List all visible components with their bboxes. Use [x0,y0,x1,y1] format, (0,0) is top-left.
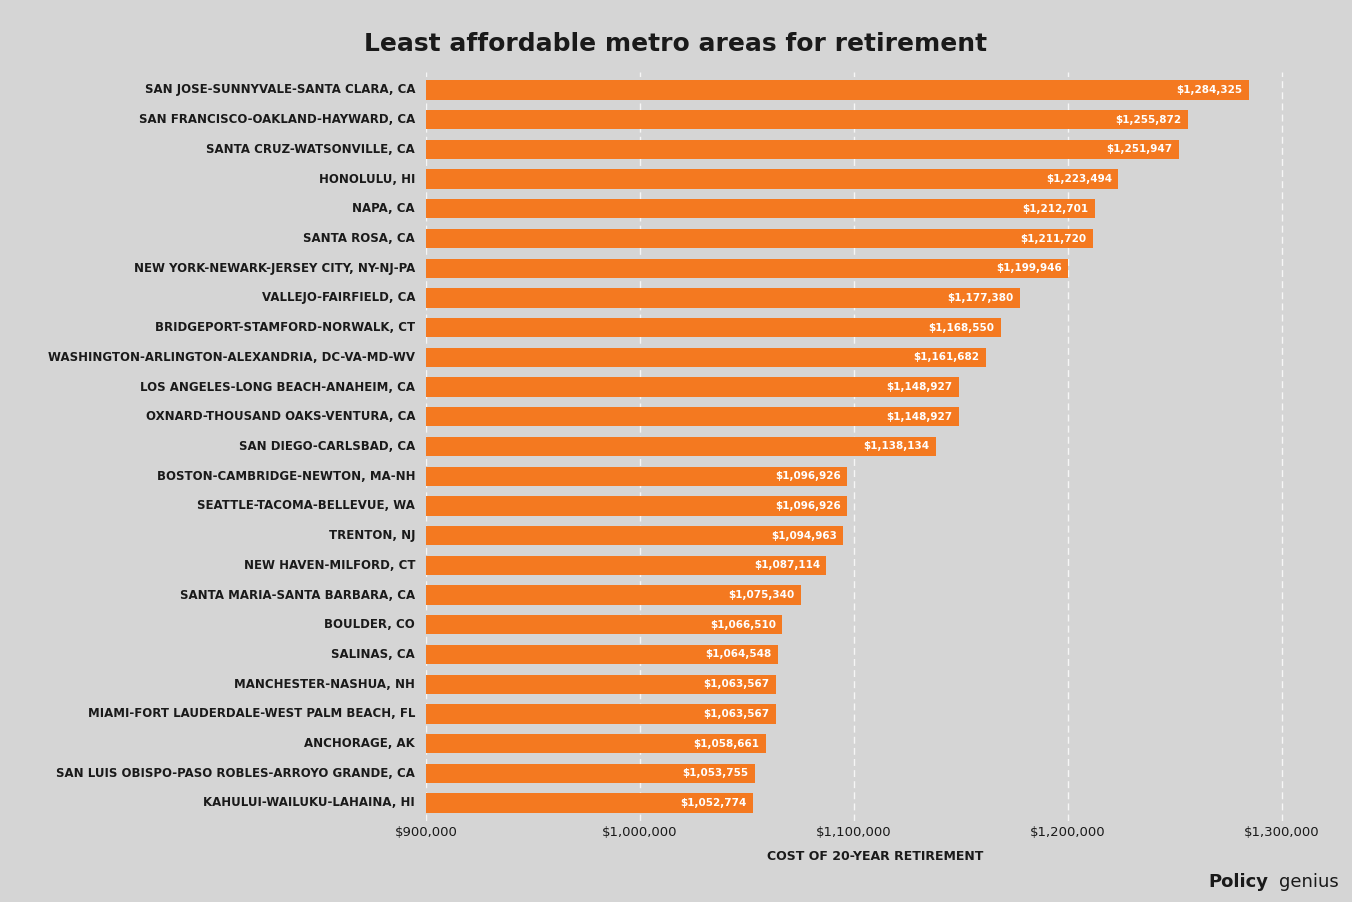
Text: SANTA ROSA, CA: SANTA ROSA, CA [303,232,415,245]
Text: BOSTON-CAMBRIDGE-NEWTON, MA-NH: BOSTON-CAMBRIDGE-NEWTON, MA-NH [157,470,415,483]
Text: $1,161,682: $1,161,682 [914,353,980,363]
Text: NEW HAVEN-MILFORD, CT: NEW HAVEN-MILFORD, CT [243,559,415,572]
Text: HONOLULU, HI: HONOLULU, HI [319,172,415,186]
Text: $1,064,548: $1,064,548 [706,649,772,659]
Bar [426,199,1095,218]
Text: LOS ANGELES-LONG BEACH-ANAHEIM, CA: LOS ANGELES-LONG BEACH-ANAHEIM, CA [141,381,415,393]
Text: SAN LUIS OBISPO-PASO ROBLES-ARROYO GRANDE, CA: SAN LUIS OBISPO-PASO ROBLES-ARROYO GRAND… [57,767,415,780]
Text: SAN JOSE-SUNNYVALE-SANTA CLARA, CA: SAN JOSE-SUNNYVALE-SANTA CLARA, CA [145,84,415,97]
Bar [426,556,826,575]
Bar [426,734,765,753]
Bar [426,259,1068,278]
Text: KAHULUI-WAILUKU-LAHAINA, HI: KAHULUI-WAILUKU-LAHAINA, HI [203,796,415,809]
Text: $1,212,701: $1,212,701 [1022,204,1088,214]
Text: WASHINGTON-ARLINGTON-ALEXANDRIA, DC-VA-MD-WV: WASHINGTON-ARLINGTON-ALEXANDRIA, DC-VA-M… [49,351,415,364]
Text: $1,058,661: $1,058,661 [694,739,758,749]
Bar [426,645,779,664]
Text: $1,211,720: $1,211,720 [1021,234,1087,244]
Bar [426,289,1019,308]
Bar [426,170,1118,189]
Text: Policy: Policy [1209,873,1268,891]
Text: OXNARD-THOUSAND OAKS-VENTURA, CA: OXNARD-THOUSAND OAKS-VENTURA, CA [146,410,415,423]
Bar [426,110,1187,129]
Text: $1,094,963: $1,094,963 [771,530,837,540]
Text: $1,223,494: $1,223,494 [1046,174,1111,184]
Bar [426,496,848,516]
Text: $1,066,510: $1,066,510 [710,620,776,630]
Text: $1,053,755: $1,053,755 [683,769,749,778]
Text: SANTA MARIA-SANTA BARBARA, CA: SANTA MARIA-SANTA BARBARA, CA [180,588,415,602]
Text: MANCHESTER-NASHUA, NH: MANCHESTER-NASHUA, NH [234,677,415,691]
Text: $1,087,114: $1,087,114 [754,560,821,570]
Text: VALLEJO-FAIRFIELD, CA: VALLEJO-FAIRFIELD, CA [261,291,415,305]
Text: $1,096,926: $1,096,926 [775,471,841,481]
X-axis label: COST OF 20-YEAR RETIREMENT: COST OF 20-YEAR RETIREMENT [767,851,984,863]
Text: $1,148,927: $1,148,927 [886,382,952,392]
Bar [426,318,1000,337]
Text: $1,096,926: $1,096,926 [775,501,841,511]
Bar [426,466,848,486]
Text: $1,075,340: $1,075,340 [729,590,795,600]
Text: $1,138,134: $1,138,134 [863,441,929,452]
Bar [426,526,844,546]
Bar [426,347,986,367]
Text: $1,063,567: $1,063,567 [703,679,769,689]
Text: BOULDER, CO: BOULDER, CO [324,618,415,631]
Bar [426,377,959,397]
Text: BRIDGEPORT-STAMFORD-NORWALK, CT: BRIDGEPORT-STAMFORD-NORWALK, CT [155,321,415,334]
Text: $1,251,947: $1,251,947 [1107,144,1172,154]
Bar [426,704,776,723]
Text: SEATTLE-TACOMA-BELLEVUE, WA: SEATTLE-TACOMA-BELLEVUE, WA [197,500,415,512]
Text: NAPA, CA: NAPA, CA [353,202,415,216]
Text: $1,199,946: $1,199,946 [996,263,1061,273]
Bar [426,140,1179,159]
Text: $1,255,872: $1,255,872 [1115,115,1182,124]
Bar [426,437,936,456]
Text: MIAMI-FORT LAUDERDALE-WEST PALM BEACH, FL: MIAMI-FORT LAUDERDALE-WEST PALM BEACH, F… [88,707,415,721]
Bar [426,229,1094,248]
Text: NEW YORK-NEWARK-JERSEY CITY, NY-NJ-PA: NEW YORK-NEWARK-JERSEY CITY, NY-NJ-PA [134,262,415,275]
Text: SAN DIEGO-CARLSBAD, CA: SAN DIEGO-CARLSBAD, CA [239,440,415,453]
Text: $1,063,567: $1,063,567 [703,709,769,719]
Text: SALINAS, CA: SALINAS, CA [331,648,415,661]
Text: $1,177,380: $1,177,380 [946,293,1013,303]
Bar [426,615,783,634]
Bar [426,80,1249,99]
Text: $1,052,774: $1,052,774 [680,798,746,808]
Text: TRENTON, NJ: TRENTON, NJ [329,529,415,542]
Text: $1,168,550: $1,168,550 [929,323,994,333]
Bar [426,585,802,604]
Text: genius: genius [1279,873,1338,891]
Text: $1,284,325: $1,284,325 [1176,85,1242,95]
Bar [426,407,959,427]
Text: $1,148,927: $1,148,927 [886,412,952,422]
Bar [426,764,754,783]
Text: ANCHORAGE, AK: ANCHORAGE, AK [304,737,415,750]
Text: SANTA CRUZ-WATSONVILLE, CA: SANTA CRUZ-WATSONVILLE, CA [207,143,415,156]
Bar [426,675,776,694]
Text: SAN FRANCISCO-OAKLAND-HAYWARD, CA: SAN FRANCISCO-OAKLAND-HAYWARD, CA [139,113,415,126]
Text: Least affordable metro areas for retirement: Least affordable metro areas for retirem… [365,32,987,56]
Bar [426,794,753,813]
